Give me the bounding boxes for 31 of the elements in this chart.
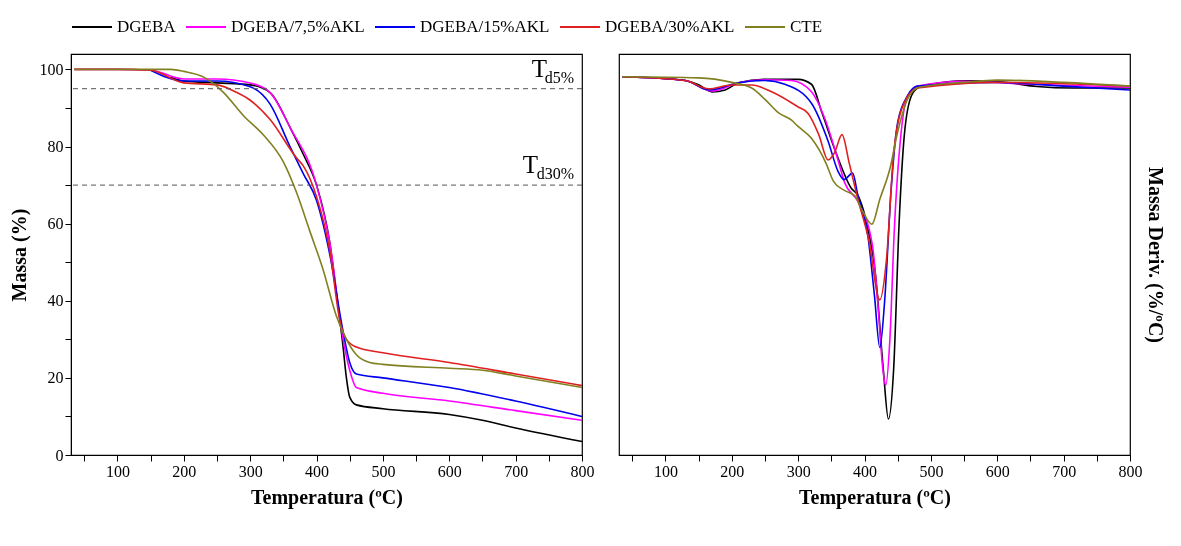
x-tick-label: 800 xyxy=(570,462,595,480)
legend-label: DGEBA/7,5%AKL xyxy=(231,17,365,36)
x-tick-label: 300 xyxy=(238,462,263,480)
legend-label: DGEBA/15%AKL xyxy=(420,17,550,36)
x-tick-label: 200 xyxy=(720,462,745,480)
x-tick-label: 300 xyxy=(786,462,811,480)
y-tick-label: 0 xyxy=(55,446,64,464)
y2-axis-title: Massa Deriv. (%/ºC) xyxy=(1143,166,1167,344)
x-tick-label: 700 xyxy=(504,462,529,480)
legend-label: DGEBA xyxy=(117,17,177,36)
x-tick-label: 100 xyxy=(105,462,130,480)
x-tick-label: 700 xyxy=(1052,462,1077,480)
x-axis-title: Temperatura (ºC) xyxy=(799,485,951,509)
legend-label: DGEBA/30%AKL xyxy=(605,17,735,36)
y-tick-label: 40 xyxy=(47,292,64,310)
y-tick-label: 20 xyxy=(47,369,64,387)
x-tick-label: 400 xyxy=(305,462,330,480)
y-tick-label: 80 xyxy=(47,138,64,156)
y-axis-title: Massa (%) xyxy=(7,208,31,302)
legend-label: CTE xyxy=(790,17,823,36)
x-tick-label: 100 xyxy=(653,462,678,480)
x-axis-title: Temperatura (ºC) xyxy=(251,485,403,509)
x-tick-label: 600 xyxy=(437,462,462,480)
x-tick-label: 500 xyxy=(371,462,396,480)
x-tick-label: 400 xyxy=(853,462,878,480)
x-tick-label: 200 xyxy=(172,462,197,480)
x-tick-label: 800 xyxy=(1118,462,1143,480)
y-tick-label: 100 xyxy=(39,60,64,78)
x-tick-label: 600 xyxy=(985,462,1010,480)
x-tick-label: 500 xyxy=(919,462,944,480)
y-tick-label: 60 xyxy=(47,215,64,233)
